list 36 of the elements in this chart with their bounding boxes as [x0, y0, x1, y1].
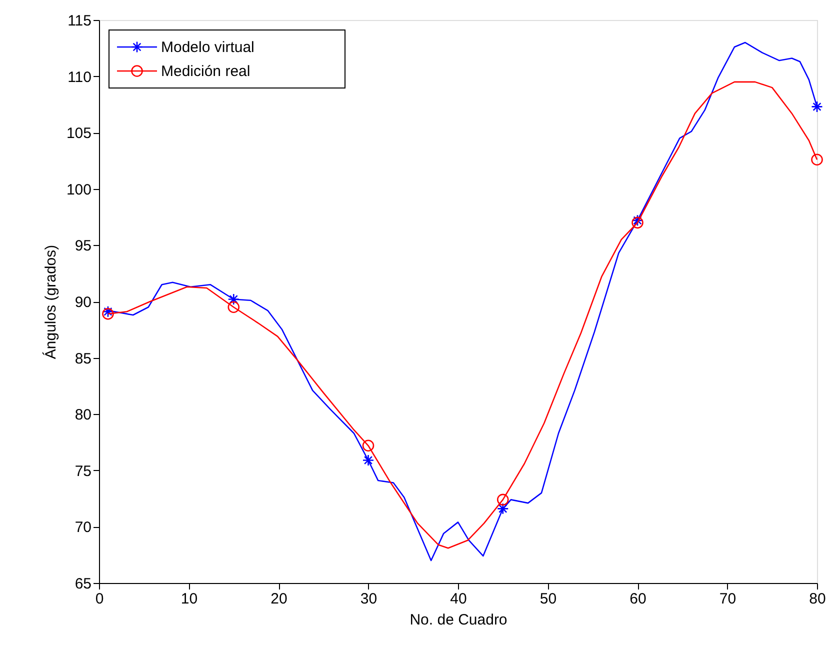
legend-label: Modelo virtual: [161, 39, 254, 56]
point: [632, 216, 644, 229]
point: [811, 100, 823, 113]
y-tick-label: 100: [66, 181, 92, 198]
y-tick-label: 65: [74, 576, 92, 592]
y-tick-label: 110: [68, 68, 92, 86]
y-axis-title: Ángulos (grados): [41, 244, 60, 360]
point: [102, 308, 114, 320]
point: [228, 293, 240, 306]
x-tick-label: 40: [450, 590, 467, 608]
x-axis-title: No. de Cuadro: [410, 612, 508, 628]
y-tick-label: 95: [74, 238, 92, 255]
x-tick-label: 80: [809, 590, 826, 608]
point: [632, 214, 644, 226]
x-tick-label: 20: [270, 590, 288, 608]
x-tick-label: 50: [540, 590, 557, 608]
point: [228, 301, 240, 314]
y-tick-label: 75: [74, 462, 92, 480]
x-tick-label: 30: [360, 590, 378, 608]
x-tick-label: 10: [180, 590, 198, 608]
point: [362, 454, 374, 466]
y-tick-label: 105: [66, 125, 92, 142]
x-tick-label: 70: [719, 590, 736, 608]
point: [362, 440, 374, 452]
x-tick-label: 0: [95, 590, 104, 608]
point: [102, 306, 114, 318]
y-tick-label: 80: [74, 406, 92, 424]
y-tick-label: 85: [74, 350, 92, 368]
x-tick-label: 60: [630, 590, 646, 608]
point: [496, 502, 509, 515]
legend-label: Medición real: [161, 63, 250, 80]
point: [496, 494, 509, 506]
y-tick-label: 70: [74, 519, 92, 536]
y-tick-label: 115: [68, 12, 92, 30]
point: [811, 154, 823, 166]
y-tick-label: 90: [74, 294, 92, 311]
